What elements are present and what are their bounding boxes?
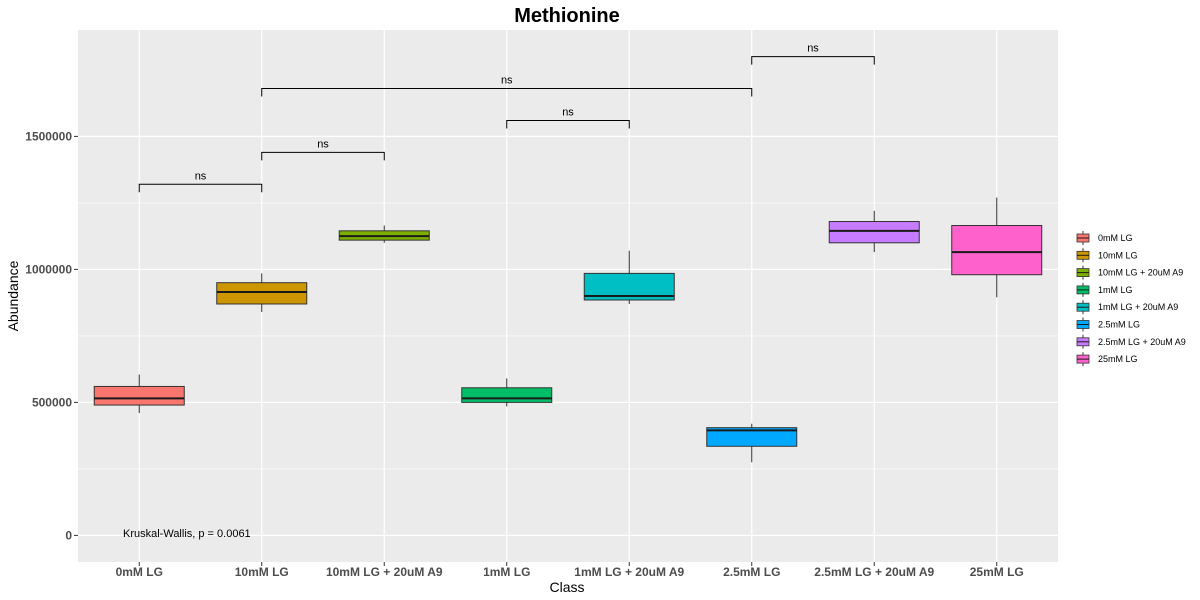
y-tick-label: 0 [65,528,72,542]
legend-item: 0mM LG [1076,231,1133,245]
legend: 0mM LG 10mM LG 10mM LG + 20uM A9 1mM LG 1mM … [1076,231,1186,367]
legend-item: 2.5mM LG + 20uM A9 [1076,334,1186,349]
comparison-bracket [261,88,753,97]
comparison-bracket [261,151,385,161]
box [216,282,308,305]
legend-item: 25mM LG [1076,352,1138,367]
comparison-bracket [751,56,875,65]
boxplot [706,423,798,463]
chart-title: Methionine [514,5,620,27]
x-axis: 0mM LG 10mM LG 10mM LG + 20uM A9 1mM LG 1mM … [116,562,1024,579]
comparison-label: ns [562,106,574,118]
comparison-label: ns [501,75,513,87]
comparison-label: ns [807,43,819,55]
box [951,225,1043,276]
x-tick-label: 10mM LG [235,565,289,579]
legend-label: 1mM LG + 20uM A9 [1098,302,1178,312]
box [93,385,185,406]
boxplot [338,225,430,243]
x-tick-label: 25mM LG [970,565,1024,579]
comparison-label: ns [195,170,207,182]
x-tick-label: 2.5mM LG + 20uM A9 [814,565,934,579]
box [706,427,798,447]
kruskal-wallis-annotation: Kruskal-Wallis, p = 0.0061 [123,528,251,540]
y-tick-label: 1000000 [25,262,72,276]
boxplot [951,197,1043,298]
box [461,387,553,403]
comparison-label: ns [317,138,329,150]
comparison-brackets: ns ns ns ns ns [138,43,875,193]
boxplots [93,197,1043,463]
legend-item: 1mM LG [1076,282,1133,297]
boxplot [828,210,920,253]
y-axis: 0 500000 1000000 1500000 [25,129,78,542]
box [828,221,920,244]
legend-item: 10mM LG [1076,248,1138,263]
y-tick-label: 500000 [32,395,72,409]
legend-item: 10mM LG + 20uM A9 [1076,265,1183,280]
legend-label: 2.5mM LG + 20uM A9 [1098,337,1186,347]
legend-label: 10mM LG + 20uM A9 [1098,268,1183,278]
legend-label: 10mM LG [1098,250,1138,260]
boxplot [216,273,308,312]
x-tick-label: 1mM LG + 20uM A9 [574,565,684,579]
boxplot [583,250,675,304]
legend-item: 2.5mM LG [1076,317,1140,332]
comparison-bracket [138,183,263,193]
legend-label: 0mM LG [1098,233,1133,243]
x-tick-label: 1mM LG [483,565,530,579]
x-tick-label: 2.5mM LG [723,565,780,579]
legend-label: 2.5mM LG [1098,320,1140,330]
legend-label: 25mM LG [1098,354,1138,364]
legend-item: 1mM LG + 20uM A9 [1076,300,1178,315]
x-axis-title: Class [549,579,584,595]
legend-label: 1mM LG [1098,285,1133,295]
x-tick-label: 0mM LG [116,565,163,579]
x-tick-label: 10mM LG + 20uM A9 [326,565,443,579]
boxplot [461,378,553,407]
y-axis-title: Abundance [5,260,21,331]
comparison-bracket [506,119,630,129]
boxplot [93,374,185,414]
y-tick-label: 1500000 [25,129,72,143]
